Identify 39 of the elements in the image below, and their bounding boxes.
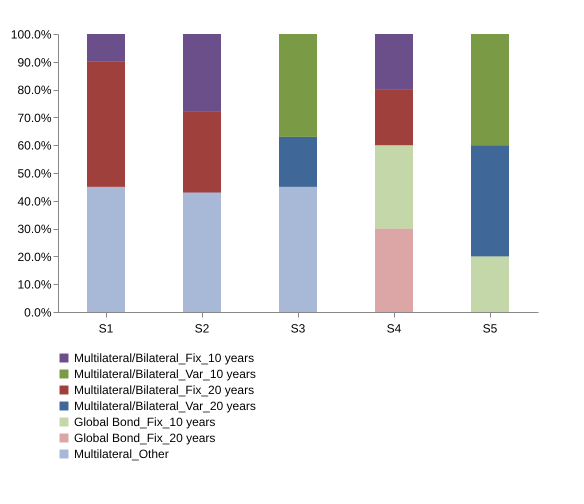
bar	[375, 228, 413, 312]
bar	[375, 34, 413, 90]
bar	[375, 90, 413, 146]
y-tick-label: 50.0%	[17, 166, 52, 180]
bar	[279, 186, 317, 312]
bar	[87, 186, 125, 312]
x-tick-label: S3	[290, 322, 306, 336]
bar	[183, 192, 221, 312]
bar	[375, 145, 413, 229]
x-tick-label: S4	[386, 322, 402, 336]
legend-label: Multilateral/Bilateral_Fix_10 years	[74, 351, 254, 365]
legend-label: Multilateral/Bilateral_Fix_20 years	[74, 383, 254, 397]
legend-label: Multilateral_Other	[74, 447, 169, 461]
y-tick-label: 100.0%	[10, 28, 52, 42]
y-tick-label: 0.0%	[24, 306, 52, 320]
bar	[279, 34, 317, 137]
bar	[471, 34, 509, 146]
y-tick-label: 70.0%	[17, 110, 52, 125]
x-tick-label: S2	[194, 322, 210, 336]
legend-label: Global Bond_Fix_20 years	[74, 431, 216, 445]
bar	[471, 145, 509, 256]
y-tick-label: 80.0%	[17, 83, 52, 98]
y-tick-label: 20.0%	[17, 250, 52, 264]
y-tick-label: 40.0%	[17, 194, 52, 208]
bar	[87, 34, 125, 62]
legend-label: Global Bond_Fix_10 years	[74, 415, 216, 429]
legend-label: Multilateral/Bilateral_Var_20 years	[74, 399, 256, 413]
y-tick-label: 60.0%	[17, 138, 52, 153]
bar	[183, 112, 221, 192]
y-tick-label: 10.0%	[17, 278, 52, 292]
x-tick-label: S5	[482, 322, 498, 336]
bar	[471, 256, 509, 312]
y-tick-label: 30.0%	[17, 222, 52, 236]
y-tick-label: 90.0%	[17, 55, 52, 70]
legend-label: Multilateral/Bilateral_Var_10 years	[74, 367, 256, 381]
bar	[87, 62, 125, 187]
bar	[279, 136, 317, 187]
x-tick-label: S1	[98, 322, 114, 336]
bar	[183, 34, 221, 112]
